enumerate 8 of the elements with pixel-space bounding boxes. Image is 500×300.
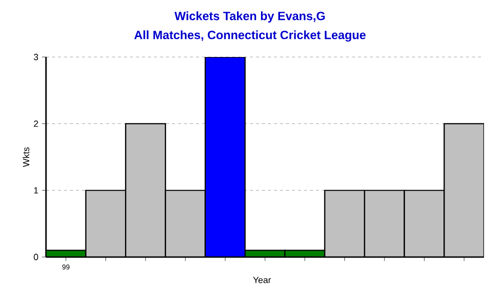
y-tick-label: 2 bbox=[34, 120, 38, 127]
chart-subtitle: All Matches, Connecticut Cricket League bbox=[134, 30, 366, 42]
y-tick-label: 3 bbox=[34, 54, 38, 60]
chart-title: Wickets Taken by Evans,G bbox=[174, 11, 325, 23]
y-tick-label: 1 bbox=[34, 187, 38, 194]
y-tick-label: 0 bbox=[34, 254, 38, 260]
x-axis-title: Year bbox=[253, 276, 271, 284]
y-axis-title: Wkts bbox=[22, 147, 30, 167]
